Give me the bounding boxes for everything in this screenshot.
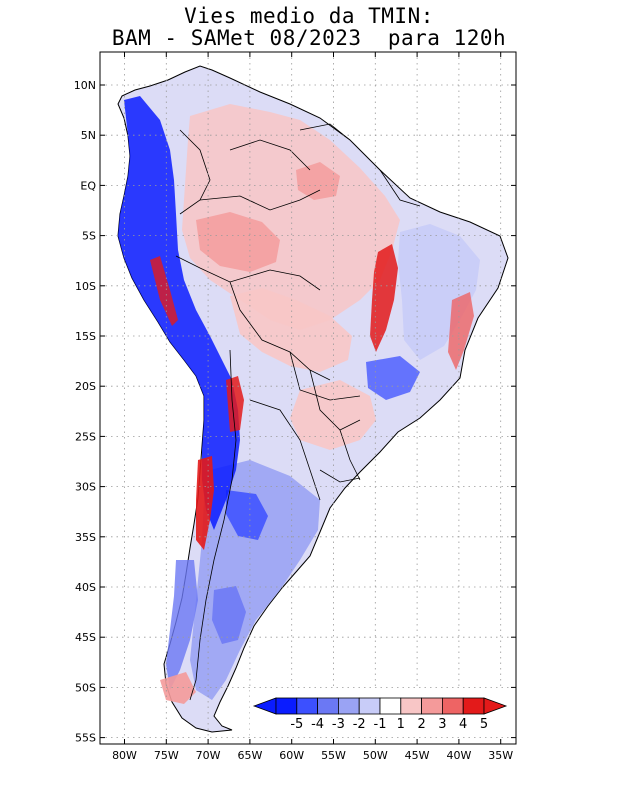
- x-tick-label: 70W: [196, 749, 221, 762]
- warm-bias-south: [290, 380, 376, 450]
- y-tick-label: 5N: [81, 129, 96, 142]
- colorbar-label: 1: [397, 717, 405, 732]
- y-tick-label: 10N: [74, 79, 96, 92]
- x-tick-label: 40W: [446, 749, 471, 762]
- colorbar-arrow-high: [483, 697, 508, 715]
- y-tick-label: 30S: [75, 481, 96, 494]
- y-tick-label: 45S: [75, 631, 96, 644]
- colorbar-bin: [317, 697, 339, 715]
- cold-bias-andes: [118, 96, 240, 530]
- colorbar-bin: [358, 697, 381, 715]
- warm-bias-core: [196, 212, 280, 272]
- y-tick-label: 55S: [75, 732, 96, 745]
- x-tick-label: 65W: [237, 749, 262, 762]
- warm-bias-north: [296, 162, 340, 200]
- y-tick-label: 25S: [75, 430, 96, 443]
- cold-bias-central-arg: [226, 490, 268, 540]
- cold-bias-chubut: [212, 586, 246, 644]
- country-borders: [175, 123, 421, 701]
- y-tick-label: 15S: [75, 330, 96, 343]
- tierra-fuego-red: [160, 672, 196, 704]
- southern-chile-blue: [166, 560, 198, 690]
- colorbar-bin: [275, 697, 298, 715]
- x-axis: 80W 75W 70W 65W 60W 55W 50W 45W 40W 35W: [112, 52, 513, 762]
- map-area: [117, 65, 509, 733]
- colorbar-bin: [441, 697, 464, 715]
- east-coast-blue: [398, 224, 480, 360]
- colorbar-label: -3: [332, 717, 345, 732]
- y-tick-label: 5S: [82, 230, 96, 243]
- x-tick-label: 50W: [363, 749, 388, 762]
- warm-bias-central: [230, 288, 352, 372]
- colorbar-label: -5: [290, 717, 303, 732]
- x-tick-label: 80W: [112, 749, 137, 762]
- y-tick-label: EQ: [80, 179, 96, 192]
- andes-red-streak-north: [150, 256, 178, 326]
- andes-red-streak-chile: [196, 456, 214, 550]
- colorbar-label: -1: [374, 717, 387, 732]
- y-tick-label: 20S: [75, 380, 96, 393]
- colorbar-bin: [337, 697, 360, 715]
- colorbar-bin: [400, 697, 422, 715]
- x-tick-label: 75W: [154, 749, 179, 762]
- colorbar-label: 3: [438, 717, 446, 732]
- x-tick-label: 60W: [279, 749, 304, 762]
- colorbar-bin: [296, 697, 318, 715]
- y-axis: 10N 5N EQ 5S 10S 15S 20S 25S 30S 35S 40S 45S 50S 55S: [74, 79, 516, 745]
- colorbar-label: 4: [459, 717, 467, 732]
- x-tick-label: 35W: [488, 749, 513, 762]
- andes-red-streak-atacama: [226, 376, 244, 432]
- map-title-line2: BAM - SAMet 08/2023 para 120h: [111, 26, 507, 50]
- map-title-line1: Vies medio da TMIN:: [184, 4, 434, 28]
- y-tick-label: 50S: [75, 681, 96, 694]
- colorbar-label: 5: [480, 717, 488, 732]
- grid-lines: [100, 52, 516, 744]
- y-tick-label: 40S: [75, 581, 96, 594]
- colorbar-bin: [462, 697, 485, 715]
- southeast-blue: [366, 356, 420, 400]
- y-tick-label: 35S: [75, 531, 96, 544]
- colorbar-label: -4: [311, 717, 324, 732]
- y-tick-label: 10S: [75, 280, 96, 293]
- hot-bias-strip: [370, 244, 398, 352]
- colorbar: -5 -4 -3 -2 -1 1 2 3 4 5: [250, 690, 512, 736]
- x-tick-label: 55W: [321, 749, 346, 762]
- warm-bias-tropics: [182, 104, 400, 330]
- colorbar-bin: [421, 697, 443, 715]
- east-coast-red: [448, 292, 474, 370]
- colorbar-label: -2: [353, 717, 366, 732]
- x-tick-label: 45W: [405, 749, 430, 762]
- colorbar-bin: [379, 697, 402, 715]
- colorbar-label: 2: [417, 717, 425, 732]
